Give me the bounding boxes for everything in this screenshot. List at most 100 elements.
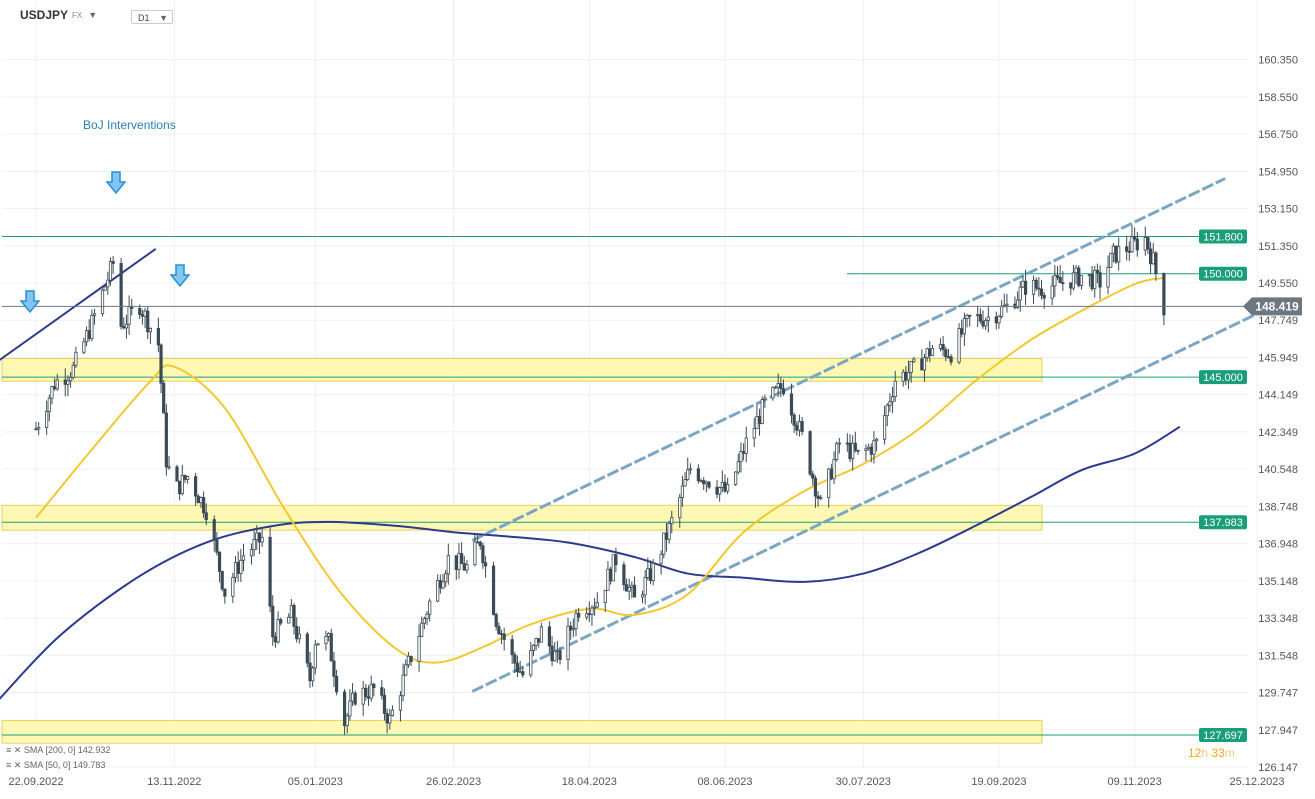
candle — [946, 348, 951, 359]
candle — [920, 349, 924, 371]
candle — [571, 618, 575, 638]
candle — [398, 691, 403, 722]
candle — [667, 520, 671, 544]
close-icon[interactable]: ✕ — [13, 760, 22, 770]
candle — [949, 354, 953, 366]
y-tick-label: 158.550 — [1258, 92, 1298, 104]
candle — [186, 475, 190, 484]
candle — [864, 444, 868, 462]
y-tick-label: 154.950 — [1258, 166, 1298, 178]
candle — [529, 641, 533, 678]
candle — [404, 659, 408, 677]
level-tag-label: 127.697 — [1203, 730, 1243, 742]
close-icon[interactable]: ✕ — [13, 745, 22, 755]
candle — [632, 576, 637, 598]
y-tick-label: 160.350 — [1258, 55, 1298, 67]
level-tag-label: 137.983 — [1203, 517, 1243, 529]
candle — [348, 689, 352, 721]
x-tick-label: 08.06.2023 — [697, 776, 752, 788]
settings-icon[interactable]: ≡ — [6, 760, 12, 770]
y-tick-label: 151.350 — [1258, 241, 1298, 253]
candle — [106, 271, 110, 295]
candle — [438, 574, 442, 594]
candle — [994, 311, 998, 330]
candle — [289, 599, 293, 618]
candle — [1018, 281, 1022, 312]
candle — [50, 385, 54, 405]
candle — [816, 491, 820, 507]
candle — [723, 474, 727, 493]
candle — [201, 491, 206, 518]
candle — [180, 464, 184, 496]
candle — [305, 631, 309, 668]
candle — [183, 474, 187, 483]
candle — [1093, 265, 1097, 298]
candle — [252, 528, 256, 557]
candle — [409, 655, 413, 666]
candle — [585, 607, 589, 621]
candle — [148, 327, 152, 345]
candle — [648, 560, 653, 585]
candle — [590, 605, 594, 627]
candle — [334, 669, 339, 696]
candle — [483, 556, 488, 578]
candle — [369, 675, 373, 702]
candle — [1002, 293, 1006, 308]
candle — [611, 554, 615, 582]
candle — [454, 555, 458, 580]
candle — [436, 574, 440, 603]
candle — [670, 510, 674, 534]
level-tag — [1199, 229, 1247, 244]
candle — [510, 635, 514, 664]
candle — [627, 578, 631, 600]
candle — [1039, 279, 1044, 300]
candle — [327, 632, 331, 642]
candle — [465, 560, 469, 574]
candle — [212, 515, 216, 552]
symbol-name[interactable]: USDJPY — [20, 8, 69, 22]
sma-legend-item[interactable]: ≡ ✕ SMA [200, 0] 142.932 — [6, 745, 110, 756]
candle — [587, 601, 591, 622]
settings-icon[interactable]: ≡ — [6, 745, 12, 755]
candle — [662, 532, 666, 559]
candle — [428, 598, 432, 622]
candle — [1037, 277, 1041, 297]
candle — [45, 400, 49, 435]
candle — [236, 551, 240, 582]
candle — [1090, 266, 1094, 292]
candle — [704, 480, 708, 493]
candle — [760, 396, 764, 425]
sma-legend-item[interactable]: ≡ ✕ SMA [50, 0] 149.783 — [6, 760, 105, 771]
x-tick-label: 09.11.2023 — [1108, 776, 1162, 788]
level-tag-label: 151.800 — [1203, 231, 1243, 243]
market-label: FX — [72, 10, 83, 20]
candle — [122, 317, 126, 330]
timeframe-select[interactable]: D1 ▼ — [131, 10, 173, 24]
candle — [332, 651, 336, 687]
candle — [502, 627, 506, 651]
channel-lower-line — [471, 313, 1255, 693]
candle — [345, 713, 349, 734]
candle — [845, 433, 849, 452]
candle — [603, 589, 607, 612]
level-tag — [1199, 727, 1247, 742]
candle — [364, 683, 368, 701]
candle — [922, 354, 927, 382]
candle — [497, 622, 501, 635]
candle — [678, 493, 682, 528]
x-tick-label: 22.09.2022 — [8, 776, 63, 788]
candle — [342, 689, 347, 735]
candle — [771, 386, 775, 401]
candle — [550, 636, 554, 667]
candle — [779, 376, 783, 398]
x-tick-label: 13.11.2022 — [147, 776, 201, 788]
candle — [643, 570, 647, 605]
candle — [124, 314, 129, 339]
candle — [547, 621, 552, 653]
candle — [1013, 296, 1017, 310]
caret-down-icon[interactable]: ▼ — [88, 10, 98, 20]
candle — [1079, 275, 1084, 290]
level-tag — [1199, 370, 1247, 385]
candle — [1055, 266, 1060, 281]
